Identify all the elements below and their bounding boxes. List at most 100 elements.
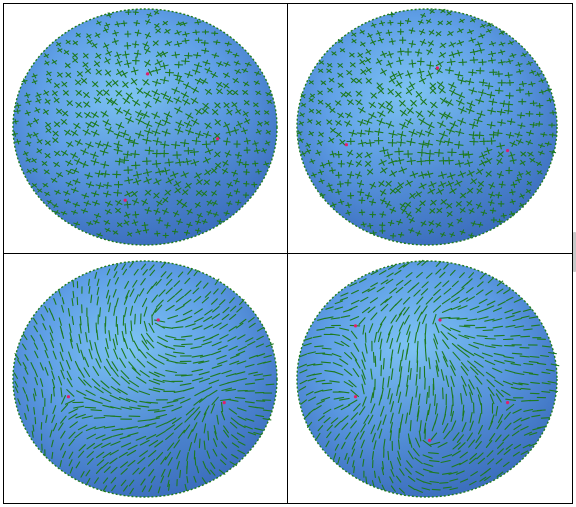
field-glyph [511, 52, 515, 58]
field-glyph [104, 23, 111, 27]
field-glyph [51, 378, 56, 389]
field-glyph [22, 333, 28, 341]
field-glyph [475, 203, 483, 208]
field-glyph [452, 432, 460, 441]
field-glyph [165, 287, 173, 295]
field-glyph [123, 220, 130, 225]
field-glyph [34, 369, 38, 378]
field-glyph [439, 137, 443, 146]
field-glyph [451, 120, 456, 129]
field-glyph [87, 322, 90, 334]
field-glyph [201, 296, 209, 304]
field-glyph [467, 360, 477, 369]
field-glyph [429, 83, 437, 89]
field-glyph [343, 368, 353, 376]
field-glyph [102, 148, 106, 156]
field-glyph [388, 40, 396, 43]
field-glyph [537, 170, 542, 175]
field-glyph [317, 425, 324, 432]
field-glyph [95, 213, 100, 219]
field-glyph [475, 434, 482, 443]
field-glyph [132, 138, 136, 147]
panel-frame [3, 3, 573, 504]
field-glyph [182, 189, 188, 195]
field-glyph [154, 23, 160, 28]
field-glyph [450, 88, 456, 96]
field-glyph [330, 127, 336, 133]
field-glyph [133, 294, 139, 304]
field-glyph [255, 80, 259, 85]
field-glyph [356, 78, 362, 84]
field-glyph [199, 354, 211, 358]
field-glyph [439, 51, 445, 58]
field-glyph [401, 109, 407, 117]
field-glyph [183, 424, 191, 434]
field-glyph [193, 433, 198, 443]
field-glyph [339, 139, 346, 145]
field-glyph [184, 277, 191, 285]
field-glyph [93, 416, 106, 419]
field-glyph [25, 100, 32, 104]
field-glyph [54, 150, 60, 157]
field-glyph [316, 109, 322, 114]
field-glyph [214, 119, 221, 125]
scrollbar-thumb[interactable] [573, 232, 576, 272]
field-glyph [317, 99, 324, 105]
field-glyph [511, 140, 516, 147]
field-glyph [496, 159, 503, 164]
field-glyph [49, 325, 54, 334]
field-glyph [525, 171, 532, 175]
field-glyph [448, 30, 453, 36]
field-glyph [347, 173, 355, 177]
field-glyph [233, 179, 240, 183]
field-glyph [420, 117, 425, 125]
field-glyph [186, 452, 189, 462]
field-glyph [363, 414, 370, 424]
field-glyph [121, 348, 127, 359]
field-glyph [77, 71, 83, 77]
field-glyph [207, 430, 210, 441]
field-glyph [485, 371, 496, 379]
field-glyph [326, 184, 333, 187]
field-glyph [52, 130, 59, 137]
field-glyph [158, 289, 166, 297]
field-glyph [119, 396, 131, 403]
field-glyph [450, 187, 456, 194]
field-glyph [305, 391, 314, 396]
field-glyph [430, 181, 435, 188]
field-glyph [84, 356, 90, 368]
field-glyph [209, 333, 220, 339]
field-glyph [383, 438, 386, 449]
field-glyph [367, 306, 376, 314]
field-glyph [44, 153, 51, 158]
field-glyph [203, 102, 209, 109]
field-glyph [24, 354, 29, 361]
field-glyph [473, 352, 485, 359]
field-glyph [205, 169, 211, 176]
field-glyph [226, 109, 233, 115]
field-glyph [163, 345, 176, 350]
field-glyph [431, 488, 441, 491]
field-glyph [221, 313, 230, 321]
field-glyph [223, 429, 230, 438]
field-glyph [147, 458, 156, 467]
field-glyph [205, 131, 209, 139]
field-glyph [449, 233, 456, 237]
field-glyph [146, 361, 157, 369]
field-glyph [146, 339, 155, 349]
field-glyph [127, 460, 136, 467]
field-glyph [351, 448, 355, 457]
field-glyph [399, 468, 405, 476]
field-glyph [409, 367, 412, 380]
field-glyph [187, 268, 193, 275]
field-glyph [45, 71, 52, 76]
field-glyph [89, 339, 93, 351]
field-glyph [384, 202, 392, 207]
field-glyph [458, 128, 462, 137]
field-glyph [252, 162, 259, 165]
field-glyph [402, 262, 410, 268]
field-glyph [359, 42, 366, 46]
field-glyph [110, 477, 117, 484]
field-glyph [507, 72, 510, 79]
field-glyph [442, 387, 444, 400]
